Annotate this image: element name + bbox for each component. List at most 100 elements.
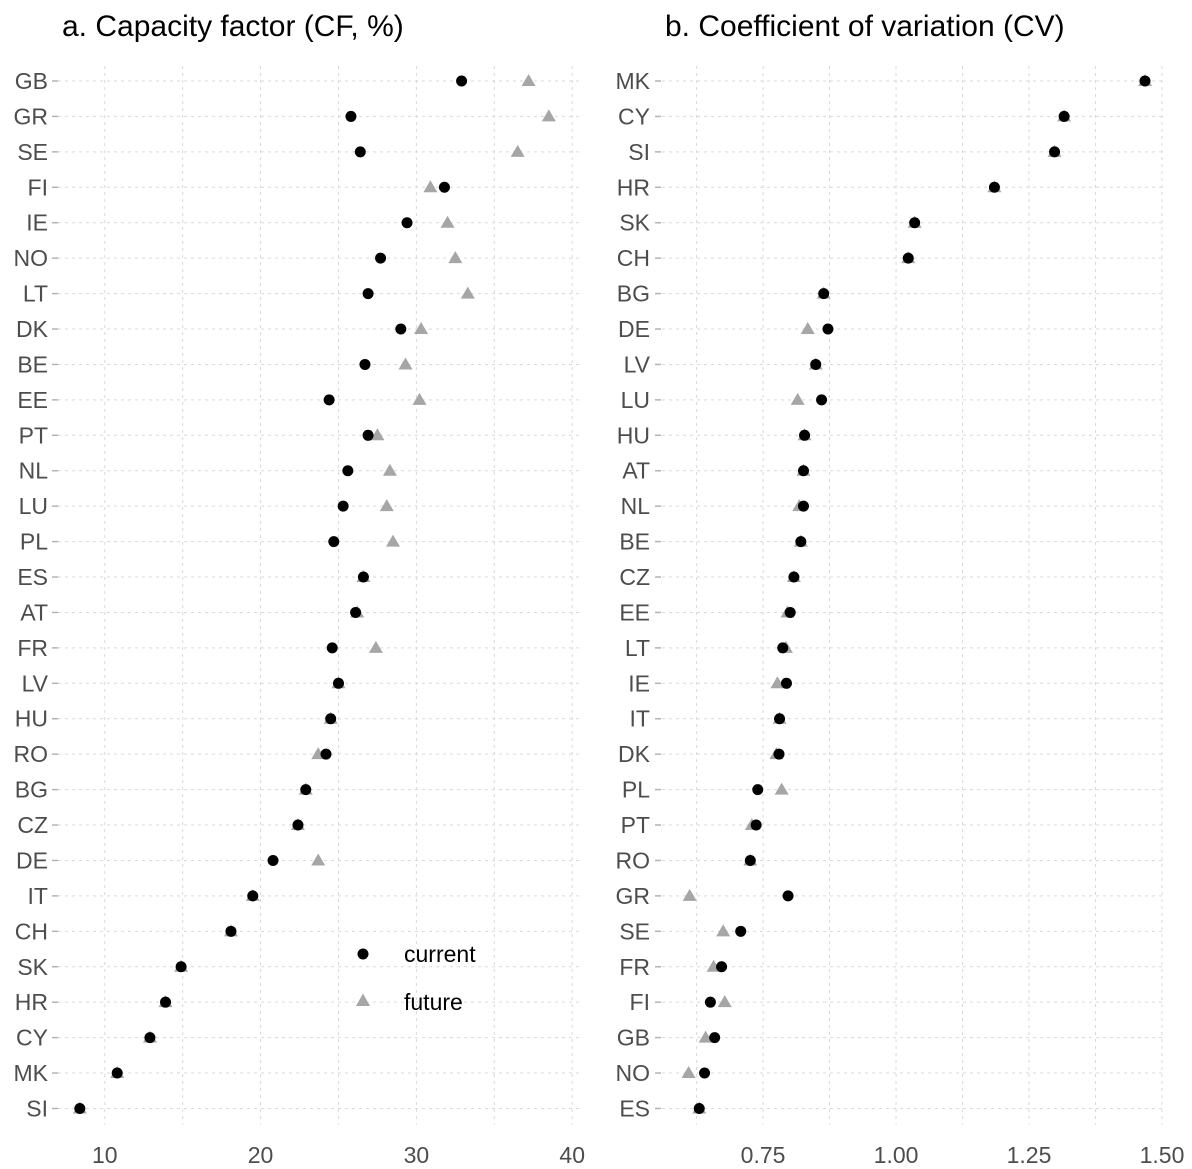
panel-a-current-point <box>357 571 369 583</box>
panel-b-future-point <box>716 924 731 937</box>
panel-a-category-label: MK <box>14 1060 49 1086</box>
panel-b-current-point <box>709 1032 721 1044</box>
panel-a-category-label: LT <box>23 281 48 307</box>
panel-b-category-label: SE <box>619 918 650 944</box>
legend-current-label: current <box>404 941 476 967</box>
panel-a-future-point <box>398 357 413 370</box>
panel-a-category-label: PL <box>20 529 48 555</box>
legend-future-label: future <box>404 989 463 1015</box>
panel-b-category-label: PT <box>621 812 650 838</box>
panel-a-future-point <box>460 286 475 299</box>
panel-a-future-point <box>414 322 429 335</box>
panel-a-category-label: NL <box>19 458 49 484</box>
panel-a-category-label: DE <box>16 847 48 873</box>
panel-a-current-point <box>345 110 357 122</box>
panel-a-current-point <box>267 854 279 866</box>
panel-a-current-point <box>342 465 354 477</box>
panel-b-current-point <box>1058 110 1070 122</box>
legend: current future <box>356 941 476 1015</box>
panel-b-current-point <box>699 1067 711 1079</box>
panel-b-future-point <box>770 676 785 689</box>
panel-b-current-point <box>818 288 830 300</box>
panel-a-category-label: HR <box>15 989 48 1015</box>
panel-b-title: b. Coefficient of variation (CV) <box>665 10 1065 43</box>
panel-b-current-point <box>810 358 822 370</box>
panel-a-category-label: FI <box>28 174 48 200</box>
panel-a-future-point <box>423 180 438 193</box>
panel-b-current-point <box>782 890 794 902</box>
panel-a-future-point <box>370 428 385 441</box>
panel-b-category-label: LU <box>621 387 650 413</box>
panel-a-future-point <box>440 215 455 228</box>
panel-b-category-label: LT <box>625 635 650 661</box>
panel-b-category-label: SK <box>619 210 650 236</box>
panel-a-current-point <box>292 819 304 831</box>
panel-a-category-label: LU <box>19 493 48 519</box>
legend-future-marker <box>356 993 370 1006</box>
panel-b-future-point <box>698 1030 713 1043</box>
panel-a-current-point <box>359 358 371 370</box>
panel-b-category-label: GB <box>617 1025 650 1051</box>
panel-a-future-point <box>448 251 463 264</box>
panel-a-current-point <box>395 323 407 335</box>
panel-b-future-point <box>774 782 789 795</box>
panel-a-current-point <box>325 713 337 725</box>
panel-a-category-label: CH <box>15 918 48 944</box>
panel-a-current-point <box>375 252 387 264</box>
panel-a-x-tick-label: 10 <box>92 1142 118 1168</box>
panel-b-future-point <box>717 995 732 1008</box>
panel-a-category-label: LV <box>22 670 49 696</box>
panel-a-x-tick-label: 40 <box>559 1142 585 1168</box>
panel-b-category-label: IE <box>628 670 650 696</box>
panel-a-category-label: SK <box>17 954 48 980</box>
panel-a-category-label: FR <box>17 635 48 661</box>
panel-a-future-point <box>368 640 383 653</box>
panel-b-current-point <box>744 854 756 866</box>
panel-a-current-point <box>354 146 366 158</box>
panel-b-plot: 0.75 1.00 1.25 1.50 MK CY SI HR SK CH BG DE LV LU HU AT… <box>616 66 1184 1168</box>
panel-b-category-label: HU <box>617 422 650 448</box>
panel-a-category-label: CY <box>16 1025 48 1051</box>
panel-a-current-point <box>326 642 338 654</box>
panel-b-category-label: MK <box>616 68 651 94</box>
panel-b-category-label: FR <box>619 954 650 980</box>
panel-b-x-tick-label: 1.00 <box>874 1142 919 1168</box>
panel-b-category-label: PL <box>622 777 650 803</box>
panel-b-future-point <box>681 1066 696 1079</box>
panel-a-current-point <box>111 1067 123 1079</box>
panel-a-category-label: PT <box>19 422 48 448</box>
panel-a-current-point <box>328 536 340 548</box>
panel-b-future-point <box>682 888 697 901</box>
panel-a-x-tick-label: 30 <box>404 1142 430 1168</box>
panel-b-current-point <box>797 500 809 512</box>
panel-b-current-point <box>909 217 921 229</box>
panel-a-current-point <box>362 429 374 441</box>
panel-a-current-point <box>247 890 259 902</box>
panel-a-current-point <box>362 288 374 300</box>
panel-a-category-label: DK <box>16 316 49 342</box>
panel-b-current-point <box>784 606 796 618</box>
panel-b-current-point <box>750 819 762 831</box>
panel-a-future-point <box>386 534 401 547</box>
panel-a-category-label: RO <box>14 741 49 767</box>
panel-b-current-point <box>822 323 834 335</box>
panel-a-plot: 10 20 30 40 GB GR SE FI IE NO LT DK BE EE PT NL LU PL ES AT… <box>14 66 585 1168</box>
panel-a-current-point <box>160 996 172 1008</box>
panel-a-future-point <box>521 74 536 86</box>
panel-a-category-label: GR <box>14 103 49 129</box>
panel-a-category-label: IE <box>26 210 48 236</box>
panel-a-category-label: SE <box>17 139 48 165</box>
panel-a-category-label: GB <box>15 68 48 94</box>
panel-a-current-point <box>144 1032 156 1044</box>
panel-b-current-point <box>902 252 914 264</box>
panel-a-current-point <box>337 500 349 512</box>
panel-b-x-tick-label: 1.25 <box>1007 1142 1052 1168</box>
panel-b-category-label: ES <box>619 1095 650 1121</box>
panel-b-current-point <box>774 713 786 725</box>
panel-a-title: a. Capacity factor (CF, %) <box>62 10 404 43</box>
panel-a-current-point <box>74 1102 86 1114</box>
panel-b-current-point <box>704 996 716 1008</box>
panel-b-current-point <box>799 429 811 441</box>
panel-a-future-point <box>311 853 326 866</box>
panel-b-current-point <box>693 1102 705 1114</box>
